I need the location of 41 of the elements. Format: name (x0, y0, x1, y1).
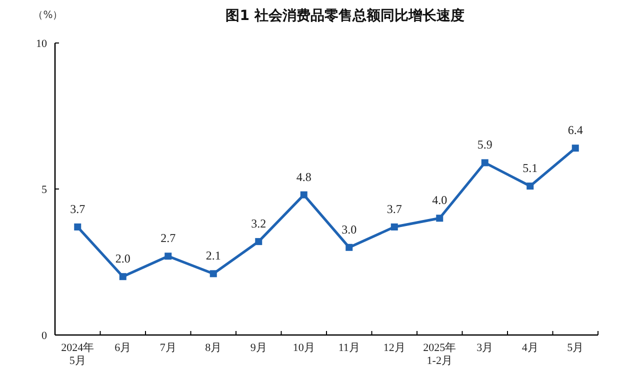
x-tick-label: 2024年 5月 (61, 342, 94, 368)
data-label: 5.1 (522, 161, 538, 176)
point (390, 223, 398, 230)
point (300, 191, 308, 198)
point (346, 244, 353, 251)
data-label: 3.7 (70, 202, 86, 216)
x-tick-label: 9月 (250, 342, 267, 354)
data-label: 3.2 (251, 216, 266, 231)
x-tick-label: 10月 (292, 342, 315, 354)
data-label: 3.7 (386, 202, 402, 216)
x-tick-label: 7月 (160, 342, 176, 354)
data-label: 4.0 (432, 193, 448, 208)
chart-title: 图1 社会消费品零售总额同比增长速度 (226, 7, 464, 24)
x-tick-label: 3月 (476, 342, 494, 354)
data-label: 4.8 (296, 170, 312, 184)
point (572, 144, 579, 152)
data-label: 3.0 (342, 222, 357, 236)
point (255, 238, 262, 246)
point (436, 214, 444, 222)
point (119, 273, 126, 280)
y-axis-title: （%） (33, 10, 63, 21)
data-label: 2.1 (206, 248, 221, 263)
point (164, 252, 172, 260)
data-label: 2.0 (115, 252, 130, 266)
point (74, 223, 82, 230)
x-tick-label: 12月 (383, 342, 406, 354)
y-tick-label: 0 (42, 330, 48, 342)
x-tick-label: 2025年 1-2月 (423, 342, 456, 368)
data-label: 5.9 (477, 138, 492, 152)
point (481, 159, 488, 166)
data-label: 6.4 (568, 123, 583, 138)
data-label: 2.7 (160, 231, 176, 246)
y-tick-label: 5 (42, 184, 48, 196)
point (210, 270, 217, 278)
x-tick-label: 8月 (205, 342, 222, 354)
x-tick-label: 11月 (338, 342, 360, 354)
x-tick-label: 4月 (522, 342, 538, 354)
x-tick-label: 5月 (567, 342, 584, 354)
x-tick-label: 6月 (114, 342, 132, 354)
point (526, 182, 534, 190)
y-tick-label: 10 (36, 38, 48, 50)
